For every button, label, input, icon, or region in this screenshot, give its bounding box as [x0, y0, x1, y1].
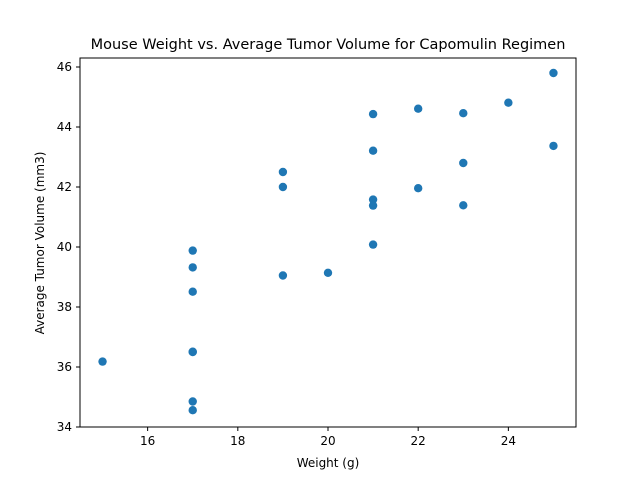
data-point [504, 98, 513, 107]
data-point [549, 68, 558, 78]
points-layer [98, 68, 558, 415]
y-tick-label: 34 [57, 420, 72, 434]
y-axis-ticks: 34 36 38 40 42 44 46 [57, 60, 80, 434]
x-tick-label: 16 [140, 434, 155, 448]
data-point [368, 240, 378, 249]
data-point [459, 201, 468, 210]
x-tick-label: 22 [411, 434, 426, 448]
y-tick-label: 38 [57, 300, 72, 314]
data-point [188, 406, 197, 415]
y-tick-label: 36 [57, 360, 72, 374]
x-tick-label: 20 [320, 434, 335, 448]
y-axis-label: Average Tumor Volume (mm3) [33, 152, 47, 335]
data-point [368, 201, 378, 210]
data-point [188, 263, 197, 272]
y-tick-label: 42 [57, 180, 72, 194]
data-point [368, 146, 378, 155]
data-point [188, 347, 197, 357]
x-tick-label: 18 [230, 434, 245, 448]
y-tick-label: 40 [57, 240, 72, 254]
x-axis-ticks: 16 18 20 22 24 [140, 427, 516, 448]
data-point [368, 195, 378, 204]
data-point [278, 271, 288, 280]
y-tick-label: 44 [57, 120, 72, 134]
data-point [413, 184, 423, 193]
y-tick-label: 46 [57, 60, 72, 74]
data-point [459, 109, 468, 118]
chart-title: Mouse Weight vs. Average Tumor Volume fo… [91, 37, 566, 53]
data-point [368, 109, 378, 119]
data-point [188, 246, 197, 255]
data-point [549, 141, 558, 151]
data-point [459, 158, 468, 168]
x-axis-label: Weight (g) [297, 456, 360, 470]
data-point [278, 167, 288, 177]
x-tick-label: 24 [501, 434, 516, 448]
data-point [413, 104, 423, 113]
data-point [323, 268, 333, 277]
data-point [188, 287, 197, 296]
data-point [98, 357, 107, 366]
data-point [188, 397, 197, 406]
data-point [278, 182, 288, 192]
